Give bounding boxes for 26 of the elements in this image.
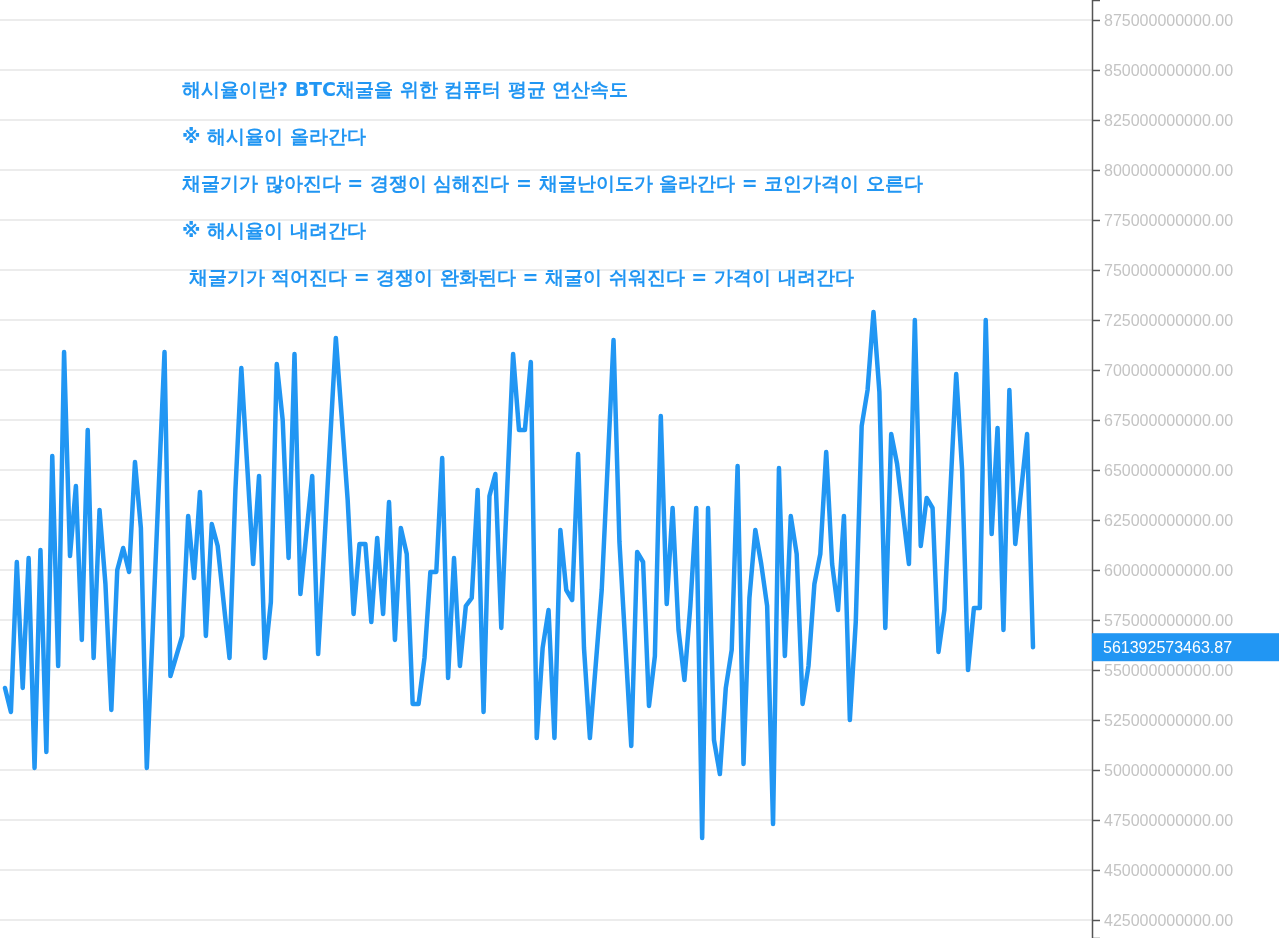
y-tick-label: 700000000000.00 [1104, 361, 1234, 379]
y-tick-label: 850000000000.00 [1104, 61, 1234, 79]
y-tick-label: 600000000000.00 [1104, 561, 1234, 579]
y-tick-label: 500000000000.00 [1104, 761, 1234, 779]
y-tick-label: 675000000000.00 [1104, 411, 1234, 429]
y-tick-label: 750000000000.00 [1104, 261, 1234, 279]
text: 561392573463.87 [1103, 639, 1233, 657]
y-tick-label: 425000000000.00 [1104, 911, 1234, 929]
y-tick-label: 650000000000.00 [1104, 461, 1234, 479]
y-tick-label: 625000000000.00 [1104, 511, 1234, 529]
y-tick-label: 825000000000.00 [1104, 111, 1234, 129]
annotation: ※ 해시율이 내려간다 [182, 219, 366, 241]
y-tick-label: 525000000000.00 [1104, 711, 1234, 729]
annotation: ※ 해시율이 올라간다 [182, 125, 366, 147]
y-tick-label: 550000000000.00 [1104, 661, 1234, 679]
y-tick-label: 775000000000.00 [1104, 211, 1234, 229]
y-tick-label: 725000000000.00 [1104, 311, 1234, 329]
y-tick-label: 800000000000.00 [1104, 161, 1234, 179]
annotation: 채굴기가 많아진다 = 경쟁이 심해진다 = 채굴난이도가 올라간다 = 코인가격이 오른다 [181, 172, 923, 194]
annotation: 채굴기가 적어진다 = 경쟁이 완화된다 = 채굴이 쉬워진다 = 가격이 내려간다 [182, 266, 854, 288]
annotation: 해시율이란? BTC채굴을 위한 컴퓨터 평균 연산속도 [182, 78, 629, 100]
y-tick-label: 475000000000.00 [1104, 811, 1234, 829]
y-tick-label: 875000000000.00 [1104, 11, 1234, 29]
line-series [2, 309, 1036, 841]
y-tick-label: 575000000000.00 [1104, 611, 1234, 629]
y-tick-label: 450000000000.00 [1104, 861, 1234, 879]
